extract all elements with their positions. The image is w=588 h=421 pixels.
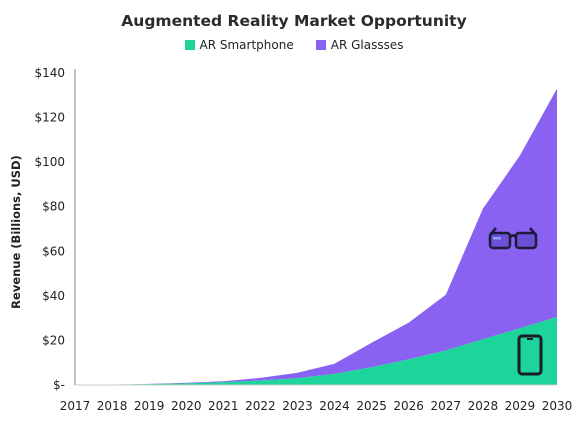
y-tick-label: $60 bbox=[42, 244, 65, 258]
x-tick-label: 2019 bbox=[134, 399, 165, 413]
x-tick-label: 2026 bbox=[393, 399, 424, 413]
y-tick-label: $40 bbox=[42, 289, 65, 303]
area-series-ar-glasses bbox=[75, 88, 557, 385]
y-tick-label: $- bbox=[53, 378, 65, 392]
x-tick-label: 2020 bbox=[171, 399, 202, 413]
legend-item-glasses: AR Glassses bbox=[315, 38, 404, 52]
x-tick-label: 2027 bbox=[430, 399, 461, 413]
chart-title: Augmented Reality Market Opportunity bbox=[121, 12, 467, 30]
x-tick-label: 2021 bbox=[208, 399, 239, 413]
x-tick-label: 2025 bbox=[356, 399, 387, 413]
y-tick-label: $100 bbox=[34, 155, 65, 169]
legend: AR Smartphone AR Glassses bbox=[0, 38, 588, 52]
x-tick-label: 2017 bbox=[60, 399, 91, 413]
x-tick-label: 2022 bbox=[245, 399, 276, 413]
x-tick-label: 2024 bbox=[319, 399, 350, 413]
y-tick-label: $80 bbox=[42, 200, 65, 214]
legend-swatch-smartphone bbox=[184, 40, 195, 50]
x-tick-label: 2030 bbox=[542, 399, 573, 413]
x-tick-label: 2018 bbox=[97, 399, 128, 413]
y-tick-label: $120 bbox=[34, 111, 65, 125]
smartphone-icon bbox=[517, 334, 543, 376]
legend-swatch-glasses bbox=[315, 40, 326, 50]
y-tick-label: $140 bbox=[34, 66, 65, 80]
glasses-icon bbox=[488, 227, 538, 250]
legend-label-smartphone: AR Smartphone bbox=[199, 38, 294, 52]
x-tick-label: 2028 bbox=[468, 399, 499, 413]
y-tick-label: $20 bbox=[42, 333, 65, 347]
x-tick-label: 2023 bbox=[282, 399, 313, 413]
area-series-ar-smartphone bbox=[75, 317, 557, 385]
legend-item-smartphone: AR Smartphone bbox=[184, 38, 294, 52]
x-tick-label: 2029 bbox=[505, 399, 536, 413]
legend-label-glasses: AR Glassses bbox=[330, 38, 404, 52]
